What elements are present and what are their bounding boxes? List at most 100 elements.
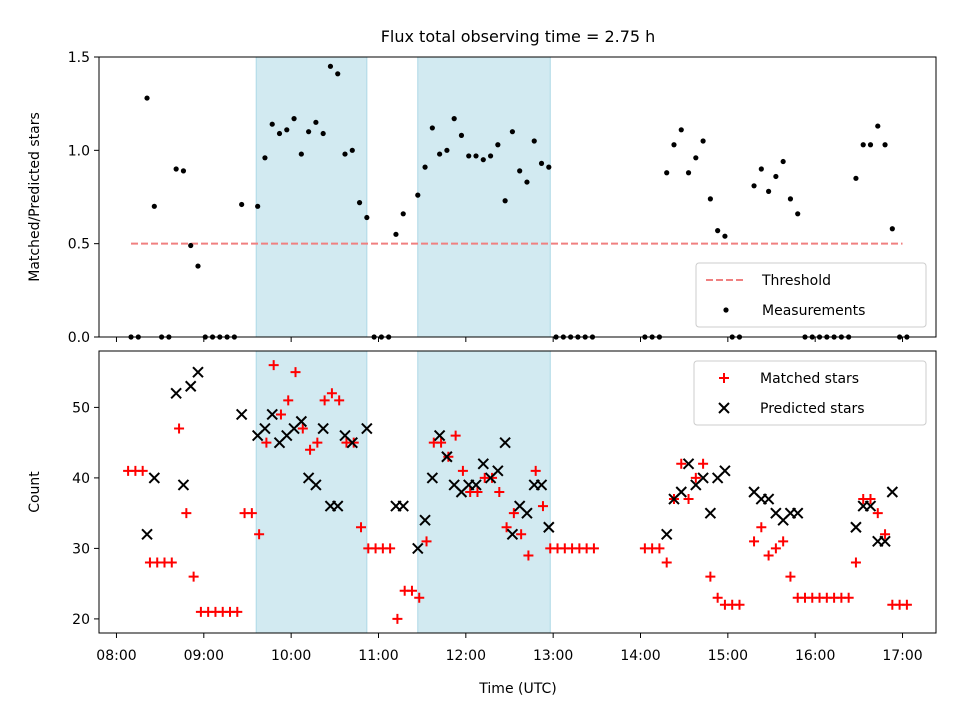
legend-label: Threshold — [761, 273, 831, 289]
data-point — [506, 528, 519, 541]
data-point — [313, 119, 319, 125]
data-point — [715, 228, 721, 234]
data-point — [255, 203, 261, 209]
data-point — [348, 437, 359, 448]
data-point — [332, 500, 344, 512]
y-tick-label: 1.5 — [68, 50, 90, 66]
legend: Matched stars Predicted stars — [693, 360, 927, 426]
data-point — [707, 196, 713, 202]
data-point — [151, 203, 157, 209]
y-tick-label: 0.0 — [68, 330, 90, 346]
data-point — [437, 151, 443, 157]
data-point — [473, 153, 479, 159]
data-point — [546, 164, 552, 170]
data-point — [787, 196, 794, 202]
y-tick-label: 1.0 — [68, 143, 90, 159]
data-point — [901, 599, 912, 610]
x-tick-label: 08:00 — [96, 648, 136, 664]
data-point — [756, 522, 767, 533]
data-point — [487, 153, 494, 159]
data-point — [319, 395, 330, 406]
data-point — [683, 494, 694, 505]
legend-box — [693, 360, 927, 426]
data-point — [246, 508, 257, 519]
data-point — [889, 226, 895, 232]
data-point — [441, 451, 453, 463]
data-point — [443, 451, 454, 462]
data-point — [763, 550, 774, 561]
data-point — [232, 606, 243, 617]
data-point — [188, 571, 199, 582]
data-point — [177, 479, 190, 491]
data-point — [137, 465, 148, 476]
data-point — [690, 472, 701, 483]
data-point — [466, 153, 472, 159]
data-point — [872, 508, 883, 519]
data-point — [543, 521, 555, 533]
x-tick-label: 13:00 — [533, 648, 573, 664]
data-point — [523, 550, 534, 561]
data-point — [148, 472, 161, 484]
legend-label: Measurements — [762, 303, 865, 319]
highlight-band-1 — [255, 56, 368, 338]
data-point — [865, 494, 876, 505]
data-point — [393, 231, 399, 237]
data-point — [184, 380, 197, 392]
data-point — [400, 211, 406, 217]
data-point — [295, 415, 308, 428]
data-point — [535, 479, 548, 491]
data-point — [426, 472, 439, 484]
y-tick-label: 40 — [72, 471, 90, 487]
data-point — [700, 138, 706, 144]
data-point — [297, 423, 308, 434]
data-point — [685, 170, 692, 176]
data-point — [864, 500, 877, 512]
data-point — [758, 166, 764, 172]
data-point — [509, 129, 516, 135]
data-point — [275, 409, 286, 420]
data-point — [875, 123, 881, 129]
data-point — [310, 479, 322, 491]
y-tick-label: 0.5 — [68, 237, 90, 253]
data-point — [722, 233, 728, 239]
x-tick-label: 15:00 — [708, 648, 748, 664]
data-point — [537, 501, 548, 512]
data-point — [860, 142, 866, 148]
data-point — [181, 508, 192, 519]
data-point — [266, 408, 278, 421]
x-tick-label: 17:00 — [882, 648, 922, 664]
data-point — [327, 63, 334, 69]
data-point — [356, 522, 367, 533]
data-point — [433, 429, 446, 442]
data-point — [477, 458, 489, 470]
data-point — [334, 395, 345, 406]
data-point — [412, 542, 424, 555]
y-tick-label: 30 — [72, 541, 90, 557]
data-point — [850, 557, 861, 568]
axes-frame — [98, 56, 937, 338]
data-point — [458, 132, 465, 138]
data-point — [480, 157, 486, 163]
data-point — [306, 129, 312, 135]
data-point — [312, 437, 323, 448]
legend-label: Matched stars — [760, 371, 859, 387]
data-point — [284, 127, 290, 133]
data-point — [317, 422, 329, 435]
data-point — [675, 486, 687, 498]
data-point — [268, 360, 279, 371]
data-point — [192, 366, 204, 378]
data-point — [298, 151, 304, 157]
data-point — [385, 543, 396, 554]
data-point — [664, 170, 670, 176]
data-point — [880, 529, 891, 540]
data-point — [326, 388, 337, 399]
data-point — [850, 521, 862, 533]
data-point — [780, 158, 786, 165]
data-point — [704, 507, 717, 519]
data-point — [785, 571, 796, 582]
data-point — [795, 211, 801, 217]
data-point — [494, 487, 505, 497]
axes-frame — [98, 350, 937, 634]
highlight-band-2 — [417, 350, 551, 634]
